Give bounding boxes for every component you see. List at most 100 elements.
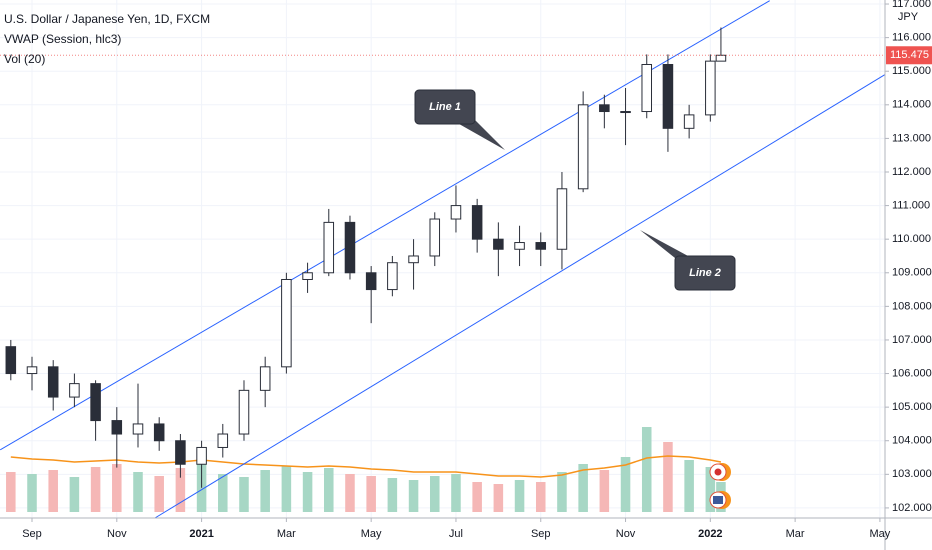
candle-body bbox=[429, 218, 441, 257]
candle-body bbox=[662, 63, 674, 129]
callout-box bbox=[414, 89, 476, 125]
volume-bar bbox=[514, 480, 525, 512]
candle-body bbox=[715, 54, 727, 62]
last-price-label: 115.475 bbox=[890, 49, 929, 61]
trend-line bbox=[154, 74, 886, 519]
volume-bar bbox=[302, 472, 313, 512]
volume-bar bbox=[472, 482, 482, 512]
event-icons bbox=[709, 463, 731, 509]
y-tick-label: 105.000 bbox=[892, 401, 932, 413]
candle-body bbox=[599, 104, 610, 113]
x-tick-label: Sep bbox=[22, 528, 42, 540]
volume-bar bbox=[684, 460, 694, 512]
volume-bar bbox=[705, 467, 716, 512]
candle-body bbox=[365, 272, 377, 291]
candle-body bbox=[408, 255, 419, 264]
volume-bar bbox=[535, 482, 546, 512]
candle-body bbox=[641, 63, 653, 113]
candle-body bbox=[705, 60, 716, 116]
volume-bar bbox=[599, 470, 610, 512]
candle-body bbox=[47, 366, 59, 398]
volume-bar bbox=[260, 470, 270, 512]
candle-body bbox=[514, 242, 525, 250]
volume-bar bbox=[90, 467, 101, 512]
volume-bar bbox=[387, 478, 398, 512]
candle-body bbox=[90, 383, 101, 422]
currency-label: JPY bbox=[898, 11, 919, 23]
event-icon bbox=[714, 468, 722, 476]
volume-bar bbox=[133, 472, 143, 512]
y-tick-label: 102.000 bbox=[892, 502, 932, 514]
volume-bar bbox=[175, 468, 186, 512]
candle-body bbox=[535, 242, 547, 250]
volume-bar bbox=[663, 442, 673, 512]
volume-bar bbox=[429, 476, 440, 512]
volume-bar bbox=[6, 472, 16, 512]
candle-body bbox=[323, 221, 335, 274]
callout-box bbox=[674, 255, 736, 291]
volume-bar bbox=[408, 480, 419, 512]
indicator-label: Vol (20) bbox=[4, 52, 45, 66]
candle-body bbox=[620, 111, 631, 114]
y-tick-label: 114.000 bbox=[892, 99, 931, 111]
trend-line bbox=[0, 0, 770, 451]
candle-body bbox=[132, 423, 144, 435]
volume-bar bbox=[451, 474, 461, 512]
candle-body bbox=[577, 104, 589, 190]
candle-body bbox=[493, 238, 504, 250]
candle-body bbox=[259, 366, 271, 391]
candle-body bbox=[196, 446, 207, 465]
candle-body bbox=[153, 423, 165, 442]
x-tick-label: Nov bbox=[107, 528, 127, 540]
candle-body bbox=[26, 366, 38, 375]
x-tick-label: Mar bbox=[277, 528, 296, 540]
volume-bar bbox=[345, 474, 355, 512]
x-tick-label: 2021 bbox=[189, 528, 213, 540]
candle-body bbox=[344, 221, 356, 274]
volume-bar bbox=[218, 474, 228, 512]
indicator-label: VWAP (Session, hlc3) bbox=[4, 32, 121, 46]
x-tick-label: Mar bbox=[786, 528, 805, 540]
y-tick-label: 106.000 bbox=[892, 367, 932, 379]
callout-label: Line 1 bbox=[429, 101, 461, 113]
volume-bar bbox=[641, 427, 652, 512]
volume-bar bbox=[239, 477, 249, 512]
last-price-box bbox=[886, 46, 932, 65]
x-tick-label: May bbox=[870, 528, 891, 540]
volume-bar bbox=[69, 477, 80, 512]
volume-bar bbox=[324, 468, 334, 512]
candle-body bbox=[111, 420, 123, 435]
candle-body bbox=[217, 433, 229, 448]
y-tick-label: 111.000 bbox=[892, 199, 930, 211]
y-tick-label: 115.000 bbox=[892, 65, 931, 77]
candle-body bbox=[683, 114, 695, 129]
event-icon bbox=[713, 496, 723, 504]
callout-label: Line 2 bbox=[689, 267, 721, 279]
volume-bar bbox=[112, 464, 122, 512]
x-tick-label: Sep bbox=[531, 528, 551, 540]
candle-body bbox=[175, 440, 186, 465]
y-tick-label: 117.000 bbox=[892, 0, 931, 10]
candle-body bbox=[302, 272, 313, 280]
y-tick-label: 113.000 bbox=[892, 132, 931, 144]
y-tick-label: 110.000 bbox=[892, 233, 931, 245]
candle-body bbox=[450, 205, 462, 220]
candle-body bbox=[238, 389, 250, 435]
volume-bar bbox=[154, 476, 164, 512]
volume-bar bbox=[620, 457, 631, 512]
volume-bar bbox=[493, 484, 504, 512]
y-tick-label: 116.000 bbox=[892, 32, 931, 44]
volume-bar bbox=[48, 470, 58, 512]
y-tick-label: 104.000 bbox=[892, 435, 932, 447]
chart-title: U.S. Dollar / Japanese Yen, 1D, FXCM bbox=[4, 12, 210, 26]
y-tick-label: 103.000 bbox=[892, 468, 932, 480]
volume-bar bbox=[27, 474, 37, 512]
candle-body bbox=[69, 383, 80, 398]
y-tick-label: 112.000 bbox=[892, 166, 931, 178]
volume-bar bbox=[578, 464, 588, 512]
x-tick-label: Nov bbox=[616, 528, 636, 540]
y-tick-label: 108.000 bbox=[892, 300, 932, 312]
